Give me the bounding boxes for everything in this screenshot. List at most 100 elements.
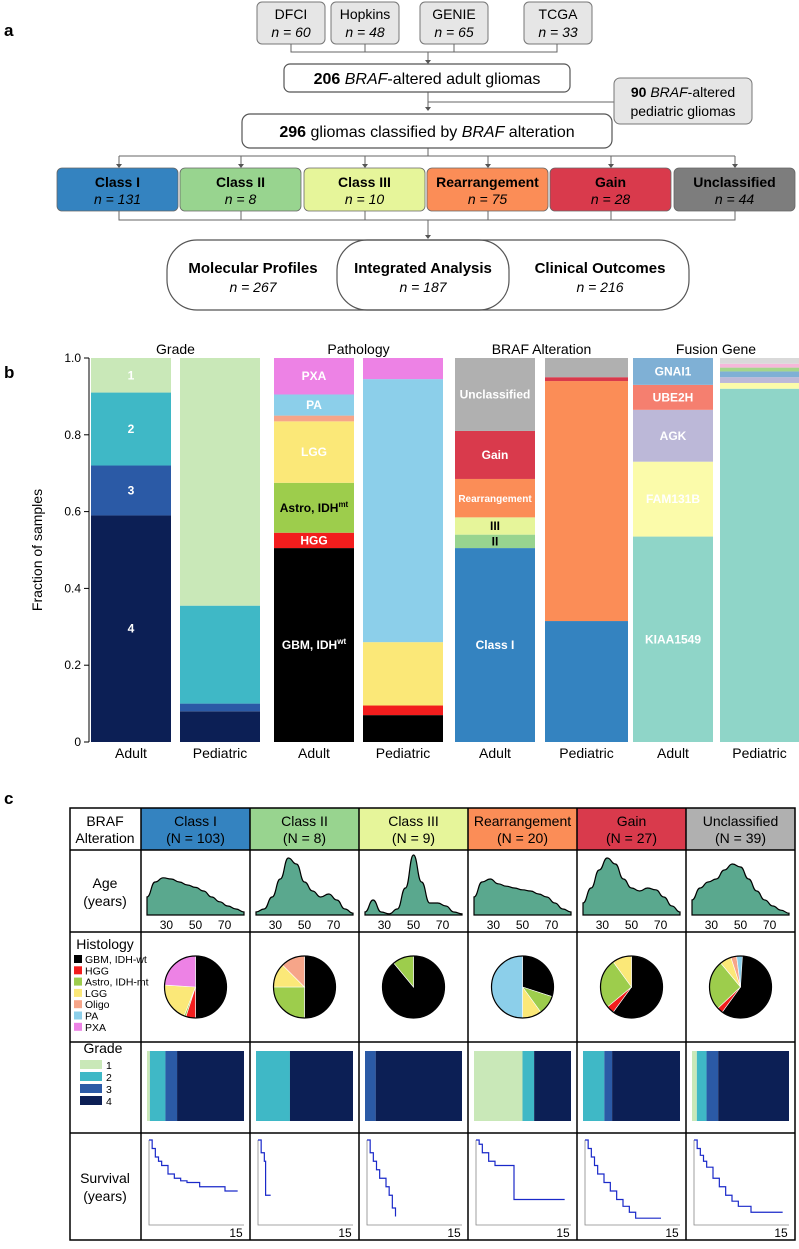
grade-legend-swatch	[80, 1072, 102, 1081]
class-name: Unclassified	[693, 174, 775, 190]
analysis-name: Molecular Profiles	[188, 260, 317, 277]
grade-segment-1	[147, 1051, 150, 1121]
pediatric-gliomas-line1: 90 BRAF-altered	[631, 84, 735, 100]
chart-title: Fusion Gene	[676, 341, 756, 357]
grade-segment-2	[583, 1051, 605, 1121]
segment-label: III	[490, 519, 500, 533]
integrated-analysis-box	[336, 239, 510, 311]
survival-curve	[585, 1139, 661, 1219]
histology-legend-label: Oligo	[85, 999, 110, 1011]
age-tick-label: 70	[763, 918, 777, 932]
grade-segment-1	[692, 1051, 697, 1121]
age-tick-label: 50	[189, 918, 203, 932]
bar-segment-class-ii	[455, 534, 535, 549]
age-tick-label: 70	[327, 918, 341, 932]
y-axis-label: Fraction of samples	[29, 489, 45, 611]
grade-segment-4	[289, 1051, 353, 1121]
row-header-age: (years)	[83, 893, 127, 909]
segment-label: GNAI1	[655, 364, 692, 378]
analysis-name: Integrated Analysis	[354, 260, 492, 277]
source-name: TCGA	[539, 6, 579, 22]
bar-segment-rearrangement	[545, 381, 628, 622]
age-tick-label: 30	[705, 918, 719, 932]
bar-segment-astro-idh-mt	[274, 482, 354, 533]
pediatric-gliomas-line2: pediatric gliomas	[630, 103, 735, 119]
grade-legend-swatch	[80, 1060, 102, 1069]
segment-label: Unclassified	[460, 387, 531, 401]
histology-legend-swatch	[74, 955, 82, 963]
histology-legend-label: Astro, IDH-mt	[85, 977, 149, 989]
column-header-bg	[359, 808, 468, 850]
age-tick-label: 50	[407, 918, 421, 932]
survival-tick-label: 15	[338, 1226, 352, 1240]
survival-curve	[476, 1139, 565, 1201]
column-header-bg	[577, 808, 686, 850]
chart-title: BRAF Alteration	[492, 341, 592, 357]
bar-segment-agk	[633, 409, 713, 462]
column-header-bg	[250, 808, 359, 850]
age-tick-label: 50	[734, 918, 748, 932]
row-header-age: Age	[93, 875, 118, 891]
stacked-chart-grade: Grade 4 3 2 1 Adult Pediatric	[91, 341, 260, 761]
grade-segment-2	[696, 1051, 707, 1121]
segment-label: KIAA1549	[645, 632, 701, 646]
bar-segment-class-iii	[455, 517, 535, 535]
age-density-curve	[691, 863, 790, 916]
segment-label: Gain	[482, 448, 509, 462]
column-header-name: Class III	[388, 813, 439, 829]
grade-segment-3	[165, 1051, 178, 1121]
grade-legend-label: 3	[106, 1084, 112, 1096]
bar-segment-pa	[274, 394, 354, 416]
table-border	[69, 807, 796, 1241]
class-name: Gain	[595, 174, 626, 190]
survival-axes	[693, 1140, 789, 1226]
column-class ii: Class II(N = 8) 30 50 70 15	[255, 813, 354, 1240]
pie-slice-pa	[491, 955, 523, 1019]
row-header-grade: Grade	[84, 1040, 123, 1056]
segment-label: 3	[128, 483, 135, 497]
class-box-bg	[673, 167, 796, 212]
class-n: n = 75	[468, 191, 508, 207]
class-n: n = 8	[225, 191, 257, 207]
histology-legend-label: GBM, IDH-wt	[85, 954, 147, 966]
panel-b: b Fraction of samples 0 0.2 0.4 0.6 0.8 1.0 G…	[4, 341, 799, 761]
bar-segment-kiaa1549	[633, 536, 713, 742]
segment-label: II	[492, 534, 499, 548]
pie-outline	[272, 955, 337, 1019]
grade-segment-2	[149, 1051, 166, 1121]
adult-gliomas-text: 206 BRAF-altered adult gliomas	[314, 71, 541, 88]
age-tick-label: 30	[487, 918, 501, 932]
classified-gliomas-box	[241, 113, 613, 149]
column-header-name: Gain	[617, 813, 647, 829]
column-header-name: Unclassified	[703, 813, 778, 829]
source-n: n = 60	[271, 24, 311, 40]
grade-segment-2	[256, 1051, 290, 1121]
column-header-name: Class II	[281, 813, 328, 829]
age-density-curve	[364, 854, 463, 916]
class-name: Class II	[216, 174, 265, 190]
column-header-name: Rearrangement	[474, 813, 571, 829]
column-gain: Gain(N = 27) 30 50 70 15	[582, 813, 681, 1240]
source-box-bg	[523, 1, 593, 45]
pie-slice-gbm-idh-wt	[304, 955, 336, 1019]
class-box-bg	[549, 167, 672, 212]
source-name: Hopkins	[340, 6, 391, 22]
x-category-label: Pediatric	[559, 745, 613, 761]
analysis-n: n = 267	[229, 279, 277, 295]
x-category-label: Pediatric	[732, 745, 786, 761]
class-name: Rearrangement	[436, 174, 539, 190]
age-tick-label: 50	[516, 918, 530, 932]
stacked-chart-pathology: Pathology GBM, IDHwt HGG Astro, IDHmt LGG PA P…	[274, 341, 443, 761]
grade-legend-label: 2	[106, 1072, 112, 1084]
grade-segment-4	[534, 1051, 571, 1121]
analysis-name: Clinical Outcomes	[535, 260, 666, 277]
segment-label: PXA	[302, 369, 327, 383]
bar-segment-kiaa1549	[720, 388, 799, 742]
segment-label: HGG	[300, 533, 327, 547]
segment-label: GBM, IDHwt	[282, 637, 347, 652]
bar-segment-class-i	[545, 621, 628, 742]
class-n: n = 131	[94, 191, 141, 207]
bar-segment-pxa	[363, 358, 443, 380]
